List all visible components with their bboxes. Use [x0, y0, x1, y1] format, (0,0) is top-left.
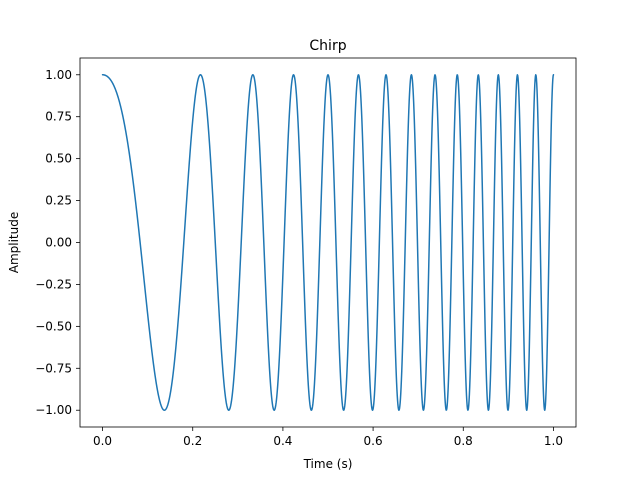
- y-tick-label: −0.50: [35, 319, 72, 333]
- y-tick-label: 0.25: [45, 194, 72, 208]
- x-tick-label: 0.6: [364, 434, 383, 448]
- series-layer: [101, 74, 555, 411]
- x-tick-label: 0.0: [93, 434, 112, 448]
- x-tick-label: 1.0: [544, 434, 563, 448]
- y-tick-label: 0.50: [45, 152, 72, 166]
- chart-title: Chirp: [309, 38, 346, 54]
- y-axis: 1.00 0.75 0.50 0.25 0.00 −0.25 −0.50 −0.75 −1.00: [35, 68, 80, 417]
- x-tick-label: 0.4: [273, 434, 292, 448]
- y-tick-label: 0.00: [45, 236, 72, 250]
- y-tick-label: 1.00: [45, 68, 72, 82]
- y-axis-label: Amplitude: [7, 212, 21, 274]
- x-axis-label: Time (s): [303, 457, 353, 471]
- x-tick-label: 0.2: [183, 434, 202, 448]
- x-axis: 0.0 0.2 0.4 0.6 0.8 1.0: [93, 427, 563, 448]
- plot-area: [79, 57, 577, 428]
- y-tick-label: 0.75: [45, 110, 72, 124]
- y-tick-label: −1.00: [35, 403, 72, 417]
- y-tick-label: −0.75: [35, 361, 72, 375]
- x-tick-label: 0.8: [454, 434, 473, 448]
- chirp-series-line: [101, 74, 555, 411]
- y-tick-label: −0.25: [35, 277, 72, 291]
